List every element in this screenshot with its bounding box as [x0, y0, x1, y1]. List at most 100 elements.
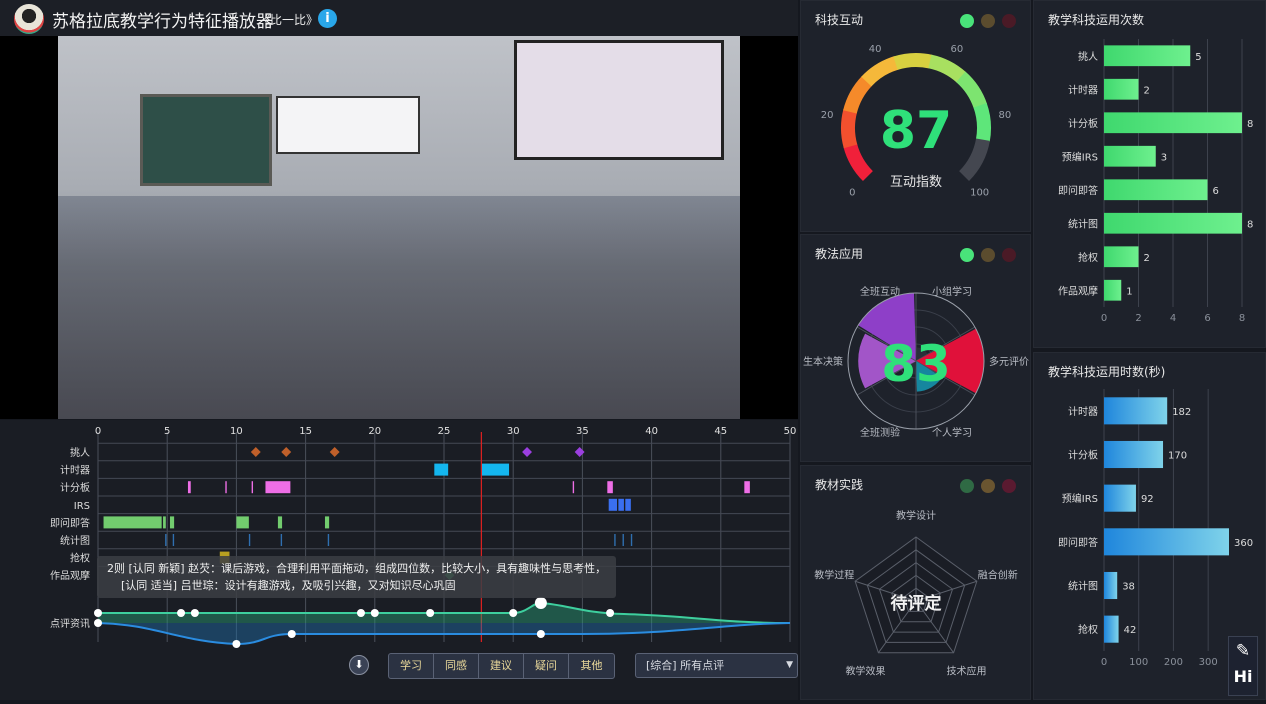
- download-icon[interactable]: ⬇: [349, 655, 369, 675]
- status-light: [1002, 479, 1016, 493]
- category-label: 抢权: [1078, 251, 1098, 264]
- lesson-title: 《比一比》: [258, 13, 319, 27]
- annotation-widget[interactable]: ✎ Hi: [1228, 636, 1258, 696]
- school-logo: [14, 4, 44, 34]
- data-label: 182: [1172, 407, 1191, 418]
- x-tick-label: 300: [1199, 657, 1218, 668]
- usage-count-chart: 0 2 4 6 8 挑人 5 计时器 2 计分板 8 预编IRS 3 即问即答 6 统计图 8 抢权 2 作品观摩 1: [1058, 39, 1253, 324]
- axis-tick-label: 25: [438, 426, 451, 437]
- data-label: 8: [1247, 219, 1253, 230]
- bar: [1104, 397, 1168, 425]
- chalkboard: [140, 94, 272, 186]
- status-light: [960, 248, 974, 262]
- filter-agree-button[interactable]: 同感: [434, 654, 479, 678]
- radar-ring: [866, 549, 966, 643]
- rose-sector: [916, 347, 928, 361]
- filter-other-button[interactable]: 其他: [580, 659, 603, 672]
- category-label: 计时器: [1068, 83, 1098, 96]
- data-label: 8: [1247, 119, 1253, 130]
- radar-axis-label: 教学设计: [896, 509, 936, 522]
- students-area: [58, 196, 740, 419]
- review-point: [426, 609, 435, 617]
- axis-tick-label: 10: [230, 426, 243, 437]
- teaching-method-panel: 教法应用 全班互动 小组学习 多元评价 个人学习 全班测验 生本决策 83: [800, 234, 1031, 462]
- event-bar: [625, 498, 631, 511]
- video-player[interactable]: [0, 36, 798, 419]
- filter-study-button[interactable]: 学习: [389, 654, 434, 678]
- review-point: [509, 609, 518, 617]
- event-bar: [187, 481, 191, 494]
- event-marker: [329, 447, 340, 457]
- spoke: [915, 360, 976, 396]
- review-tooltip: 2则 [认同 新颖] 赵芡：课后游戏，合理利用平面拖动，组成四位数，比较大小，具…: [97, 556, 617, 598]
- bar: [1104, 279, 1122, 301]
- category-label: 预编IRS: [1062, 150, 1098, 163]
- rose-axis-label: 小组学习: [932, 285, 972, 298]
- event-bar: [169, 516, 175, 529]
- category-label: 统计图: [1068, 217, 1098, 230]
- row-label: 作品观摩: [50, 569, 90, 582]
- event-marker: [574, 447, 585, 457]
- row-label: 即问即答: [50, 516, 90, 529]
- x-tick-label: 200: [1164, 657, 1183, 668]
- event-marker: [522, 447, 532, 457]
- radar-spoke: [877, 600, 917, 654]
- category-label: 挑人: [1078, 50, 1098, 63]
- filter-question-button[interactable]: 疑问: [524, 654, 569, 678]
- review-filter-buttons: 学习 同感 建议 疑问 其他: [388, 653, 615, 679]
- radar-spoke: [854, 580, 917, 602]
- interaction-gauge: 0 20 40 60 80 100 87 互动指数: [821, 44, 1012, 199]
- app-title: 苏格拉底教学行为特征播放器: [52, 12, 273, 32]
- event-bar: [280, 534, 283, 546]
- widget-label: Hi: [1233, 667, 1253, 686]
- event-bar: [572, 481, 575, 494]
- category-label: 即问即答: [1058, 184, 1098, 197]
- rose-sector: [858, 293, 916, 361]
- data-label: 5: [1195, 52, 1201, 63]
- info-icon[interactable]: i: [318, 9, 337, 28]
- tooltip-line-1: 2则 [认同 新颖] 赵芡：课后游戏，合理利用平面拖动，组成四位数，比较大小，具…: [107, 562, 607, 575]
- category-label: 作品观摩: [1058, 284, 1098, 297]
- review-line-green: [98, 601, 791, 624]
- axis-tick-label: 15: [299, 426, 312, 437]
- method-score: 83: [881, 335, 951, 393]
- data-label: 2: [1144, 253, 1150, 264]
- review-area-green: [98, 602, 790, 623]
- radar-ring: [878, 561, 954, 633]
- bar: [1104, 571, 1118, 600]
- axis-tick-label: 45: [714, 426, 727, 437]
- data-label: 2: [1144, 85, 1150, 96]
- review-type-select[interactable]: [综合] 所有点评 ▼: [635, 653, 798, 678]
- spoke: [856, 360, 917, 396]
- bar: [1104, 528, 1229, 556]
- data-label: 170: [1168, 451, 1187, 462]
- radar-axis-label: 教学效果: [845, 665, 885, 678]
- projector-screen: [514, 40, 724, 160]
- bar: [1104, 179, 1208, 201]
- review-point: [232, 640, 241, 648]
- data-label: 1: [1126, 286, 1132, 297]
- status-lights: [960, 248, 1016, 262]
- gauge-arc-segment: [861, 56, 899, 87]
- event-bar: [324, 516, 330, 529]
- status-light: [981, 479, 995, 493]
- status-light: [960, 479, 974, 493]
- event-bar: [251, 481, 254, 494]
- pencil-icon[interactable]: ✎: [1235, 641, 1251, 661]
- review-point: [370, 609, 379, 617]
- event-bar: [163, 516, 166, 529]
- event-bar: [434, 463, 449, 476]
- review-label: 点评资讯: [50, 618, 90, 630]
- radar-spoke: [915, 600, 955, 654]
- data-label: 42: [1124, 625, 1137, 636]
- radar-ring: [903, 587, 929, 612]
- event-bar: [277, 516, 283, 529]
- status-light: [1002, 14, 1016, 28]
- category-label: 计分板: [1068, 449, 1098, 462]
- title-bar: 苏格拉底教学行为特征播放器 《比一比》 i: [0, 0, 798, 36]
- filter-suggest-button[interactable]: 建议: [479, 654, 524, 678]
- event-bar: [618, 498, 624, 511]
- status-light: [1002, 248, 1016, 262]
